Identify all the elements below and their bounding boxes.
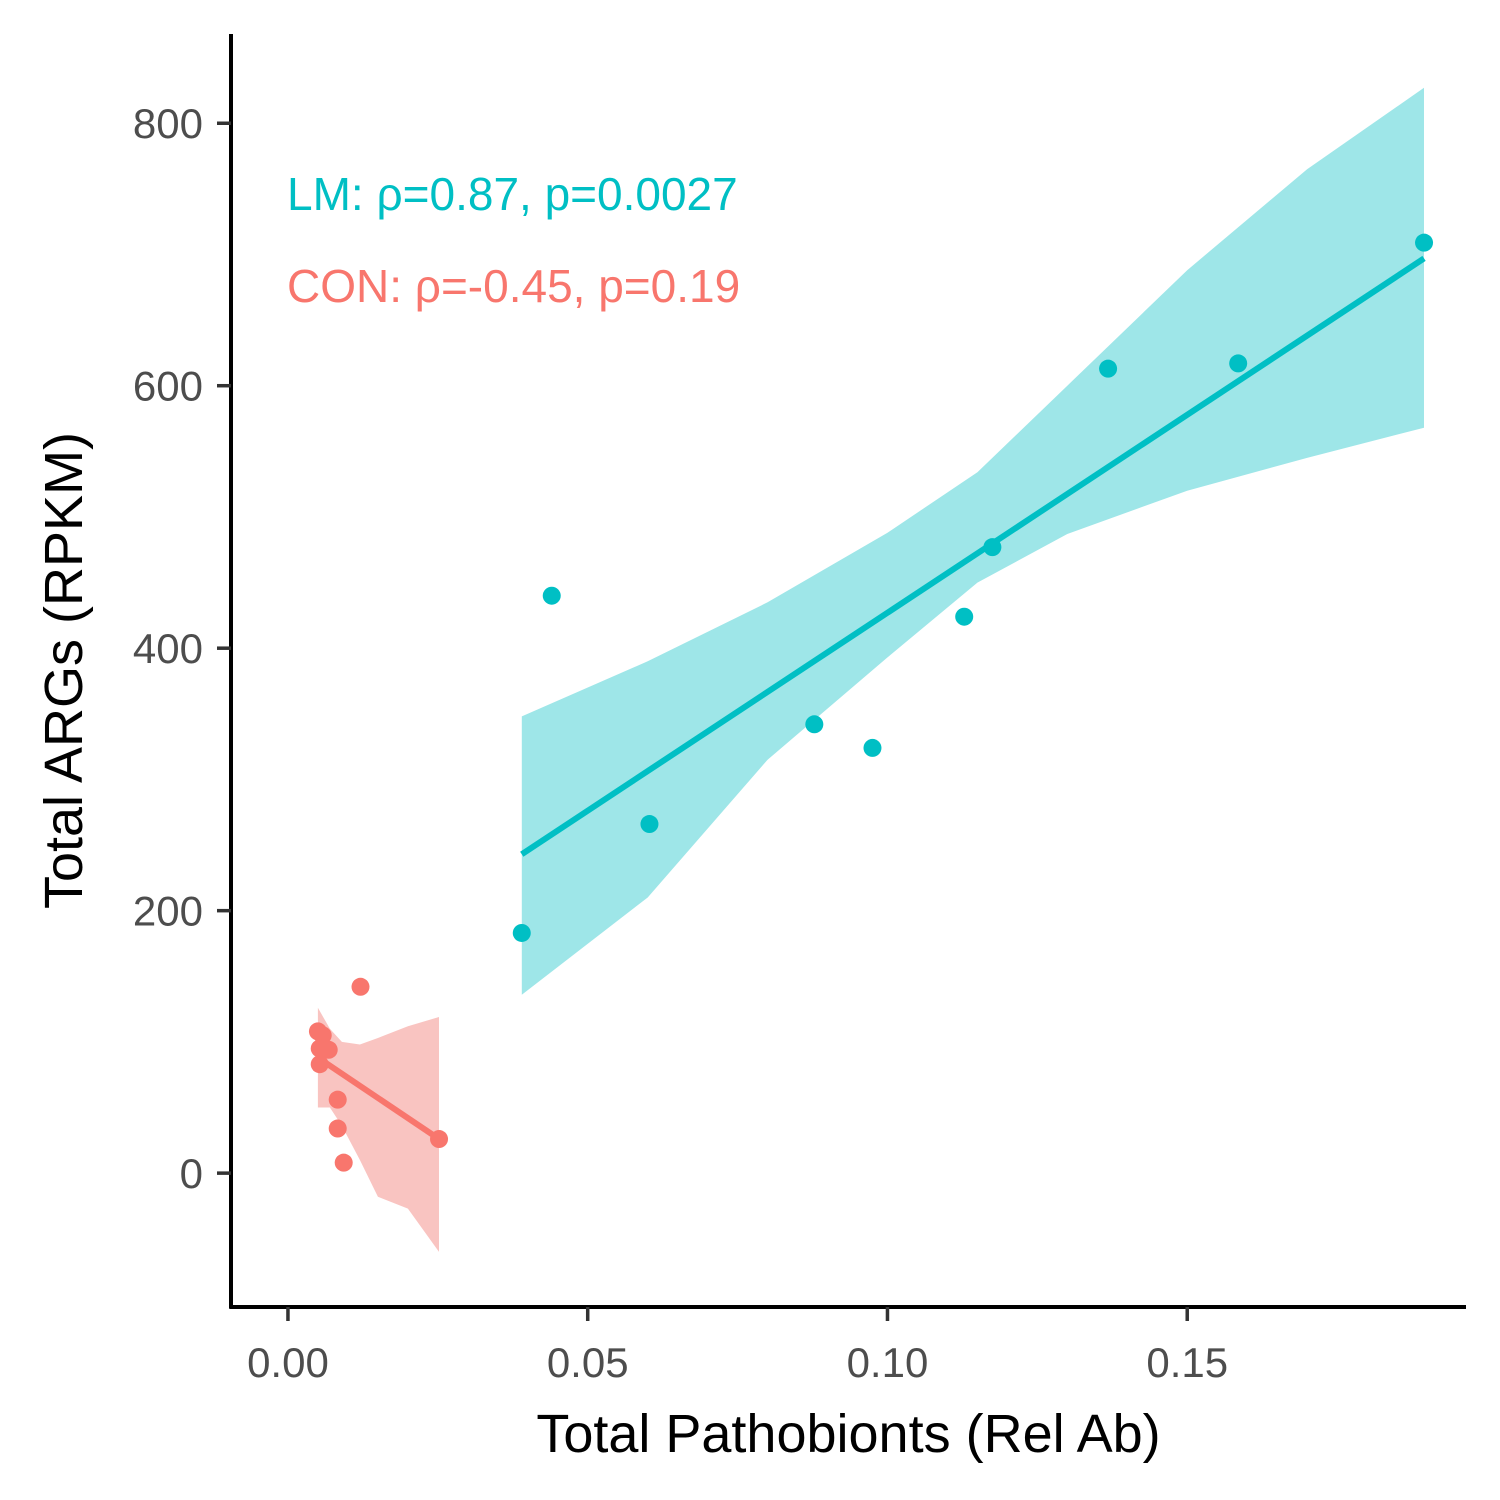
data-point-1-8 <box>351 977 370 996</box>
regression-line-1 <box>316 1055 441 1142</box>
data-points <box>308 233 1434 1172</box>
data-point-1-3 <box>319 1040 338 1059</box>
y-tick-label-4: 800 <box>133 100 203 147</box>
data-point-0-9 <box>1415 233 1434 252</box>
x-axis-title: Total Pathobionts (Rel Ab) <box>536 1404 1160 1464</box>
y-axis-title: Total ARGs (RPKM) <box>34 432 94 909</box>
data-point-0-0 <box>512 923 531 942</box>
y-tick-label-3: 600 <box>133 363 203 410</box>
data-point-0-3 <box>805 715 824 734</box>
data-point-1-4 <box>310 1055 329 1074</box>
data-point-0-5 <box>955 607 974 626</box>
data-point-1-5 <box>328 1090 347 1109</box>
x-tick-label-3: 0.15 <box>1146 1339 1228 1386</box>
x-tick-label-1: 0.05 <box>547 1339 629 1386</box>
data-point-1-7 <box>334 1153 353 1172</box>
x-tick-label-0: 0.00 <box>247 1339 329 1386</box>
axes: 0.00 0.05 0.10 0.15 0 200 400 600 800 <box>133 34 1466 1386</box>
data-point-1-9 <box>430 1130 449 1149</box>
regression-line-0 <box>520 255 1426 857</box>
y-tick-label-0: 0 <box>180 1150 203 1197</box>
confidence-band-0 <box>521 87 1424 995</box>
confidence-bands <box>317 87 1424 1252</box>
annotations: LM: ρ=0.87, p=0.0027 CON: ρ=-0.45, p=0.19 <box>287 168 740 312</box>
data-point-0-6 <box>983 538 1002 557</box>
data-point-0-1 <box>542 586 561 605</box>
data-point-0-2 <box>640 815 659 834</box>
stat-annotation-1: CON: ρ=-0.45, p=0.19 <box>287 260 740 312</box>
confidence-band-1 <box>317 1007 439 1252</box>
data-point-0-4 <box>863 738 882 757</box>
data-point-1-6 <box>328 1119 347 1138</box>
data-point-0-8 <box>1229 354 1248 373</box>
regression-lines <box>316 255 1426 1142</box>
y-tick-label-1: 200 <box>133 888 203 935</box>
x-tick-label-2: 0.10 <box>847 1339 929 1386</box>
y-tick-label-2: 400 <box>133 625 203 672</box>
data-point-0-7 <box>1099 359 1118 378</box>
stat-annotation-0: LM: ρ=0.87, p=0.0027 <box>287 168 738 220</box>
